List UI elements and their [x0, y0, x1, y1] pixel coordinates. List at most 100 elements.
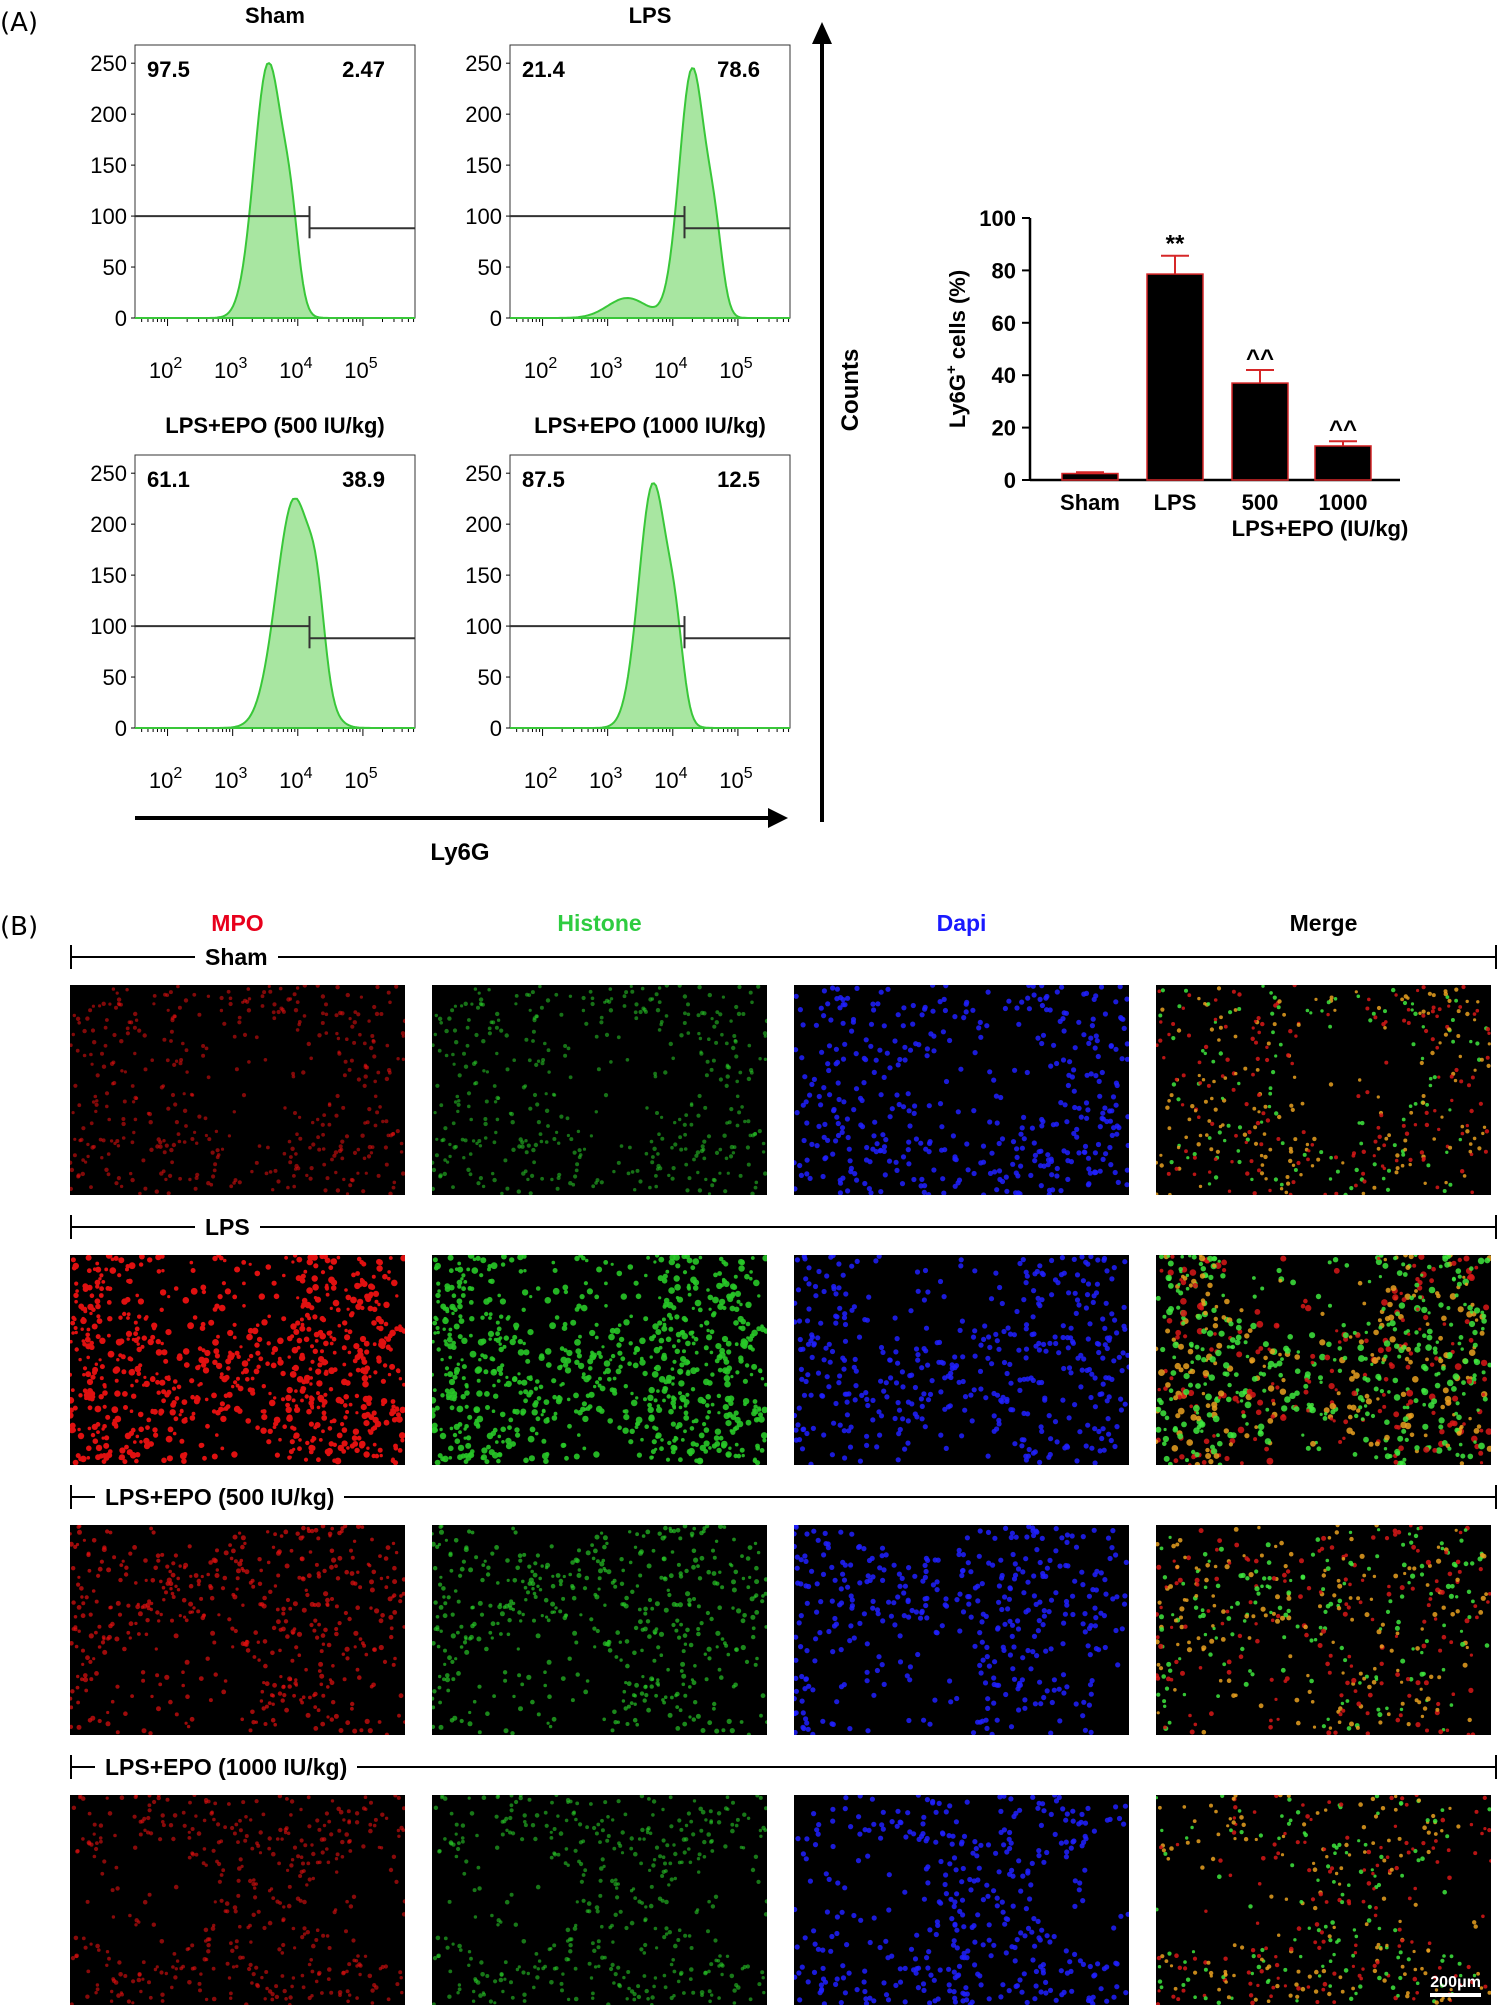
- bar-category-label: 500: [1242, 490, 1279, 515]
- histogram-frame: [509, 44, 791, 319]
- y-tick-label: 250: [465, 461, 502, 486]
- stain-header-histone: Histone: [557, 910, 642, 936]
- stain-header-mpo: MPO: [211, 910, 264, 936]
- y-tick-label: 100: [90, 614, 127, 639]
- x-tick-label: 105: [719, 355, 752, 383]
- micrograph-mpo: [70, 1255, 405, 1465]
- histogram-area: [510, 67, 790, 319]
- micrograph-merge: [1156, 1525, 1491, 1735]
- micrograph-dapi: [794, 1255, 1129, 1465]
- significance-marker: ^^: [1329, 416, 1357, 443]
- stain-header-merge: Merge: [1289, 910, 1358, 936]
- x-tick-label: 103: [214, 765, 247, 793]
- bar-group-label: LPS+EPO (IU/kg): [1232, 516, 1409, 541]
- histogram-area: [135, 497, 415, 729]
- y-tick-label: 0: [490, 716, 502, 741]
- y-tick-label: 250: [90, 461, 127, 486]
- x-tick-label: 105: [344, 765, 377, 793]
- bar-y-axis-title: Ly6G+ cells (%): [943, 270, 970, 428]
- row-bracket: LPS+EPO (500 IU/kg): [70, 1485, 1497, 1509]
- y-tick-label: 0: [490, 306, 502, 331]
- row-label: LPS+EPO (500 IU/kg): [95, 1485, 345, 1509]
- x-tick-label: 104: [279, 355, 312, 383]
- x-tick-label: 102: [524, 765, 557, 793]
- bar-y-tick-label: 60: [992, 311, 1016, 336]
- bar-y-tick-label: 80: [992, 258, 1016, 283]
- y-tick-label: 50: [478, 255, 502, 280]
- histogram-0: Sham 250 200 150 100 50 0 102 103 104 105 97.5 2.47: [90, 3, 416, 383]
- micrograph-dapi: [794, 1525, 1129, 1735]
- x-tick-label: 104: [279, 765, 312, 793]
- bar-y-tick-label: 0: [1004, 468, 1016, 493]
- y-tick-label: 250: [90, 51, 127, 76]
- scale-bar-line: [1430, 1993, 1481, 1997]
- row-label: LPS+EPO (1000 IU/kg): [95, 1755, 358, 1779]
- micrograph-histone: [432, 985, 767, 1195]
- micrograph-histone: [432, 1255, 767, 1465]
- micrograph-dapi: [794, 985, 1129, 1195]
- y-tick-label: 100: [465, 614, 502, 639]
- histogram-title: LPS+EPO (500 IU/kg): [165, 413, 384, 438]
- x-tick-label: 102: [149, 765, 182, 793]
- y-tick-label: 200: [465, 512, 502, 537]
- x-tick-label: 105: [344, 355, 377, 383]
- micrograph-merge: [1156, 985, 1491, 1195]
- bar-lps: [1146, 273, 1204, 481]
- scale-bar-label: 200μm: [1430, 1974, 1481, 1991]
- y-tick-label: 50: [103, 255, 127, 280]
- row-bracket: Sham: [70, 945, 1497, 969]
- y-tick-label: 200: [90, 102, 127, 127]
- y-tick-label: 150: [465, 153, 502, 178]
- x-tick-label: 105: [719, 765, 752, 793]
- micrograph-merge: 200μm: [1156, 1795, 1491, 2005]
- histogram-3: LPS+EPO (1000 IU/kg) 250 200 150 100 50 0 102 10…: [465, 413, 791, 793]
- x-tick-label: 103: [214, 355, 247, 383]
- bar-category-label: LPS: [1154, 490, 1197, 515]
- significance-marker: **: [1166, 231, 1185, 258]
- histogram-title: Sham: [245, 3, 305, 28]
- y-tick-label: 100: [465, 204, 502, 229]
- y-tick-label: 200: [465, 102, 502, 127]
- histogram-area: [510, 482, 790, 729]
- gate-left-percent: 61.1: [147, 467, 190, 492]
- y-tick-label: 250: [465, 51, 502, 76]
- row-bracket: LPS: [70, 1215, 1497, 1239]
- x-tick-label: 104: [654, 765, 687, 793]
- panel-a-label: (A): [0, 8, 39, 38]
- bar-chart: 0 20 40 60 80 100 Ly6G+ cells (%) Sham ** LPS ^^ 50…: [943, 206, 1408, 541]
- bar-category-label: Sham: [1060, 490, 1120, 515]
- micrograph-histone: [432, 1525, 767, 1735]
- y-tick-label: 200: [90, 512, 127, 537]
- row-label: Sham: [195, 945, 278, 969]
- histogram-title: LPS+EPO (1000 IU/kg): [534, 413, 766, 438]
- row-label: LPS: [195, 1215, 260, 1239]
- bar-y-tick-label: 20: [992, 416, 1016, 441]
- micrograph-mpo: [70, 1795, 405, 2005]
- x-tick-label: 102: [524, 355, 557, 383]
- x-arrow-head: [768, 808, 788, 828]
- gate-left-percent: 97.5: [147, 57, 190, 82]
- y-tick-label: 100: [90, 204, 127, 229]
- histogram-area: [135, 62, 415, 319]
- micrograph-mpo: [70, 1525, 405, 1735]
- histogram-title: LPS: [629, 3, 672, 28]
- bar-sham: [1061, 472, 1119, 481]
- gate-left-percent: 21.4: [522, 57, 566, 82]
- bar-1000: [1314, 445, 1372, 481]
- micrograph-histone: [432, 1795, 767, 2005]
- scale-bar: 200μm: [1430, 1974, 1481, 1997]
- x-tick-label: 102: [149, 355, 182, 383]
- y-axis-title: Counts: [837, 349, 864, 432]
- histogram-1: LPS 250 200 150 100 50 0 102 103 104 105 21.4 78.6: [465, 3, 791, 383]
- y-tick-label: 50: [103, 665, 127, 690]
- x-tick-label: 104: [654, 355, 687, 383]
- row-bracket: LPS+EPO (1000 IU/kg): [70, 1755, 1497, 1779]
- gate-right-percent: 2.47: [342, 57, 385, 82]
- gate-right-percent: 12.5: [717, 467, 760, 492]
- bar-category-label: 1000: [1319, 490, 1368, 515]
- significance-marker: ^^: [1246, 345, 1274, 372]
- y-tick-label: 0: [115, 716, 127, 741]
- micrograph-mpo: [70, 985, 405, 1195]
- bar-500: [1231, 382, 1289, 481]
